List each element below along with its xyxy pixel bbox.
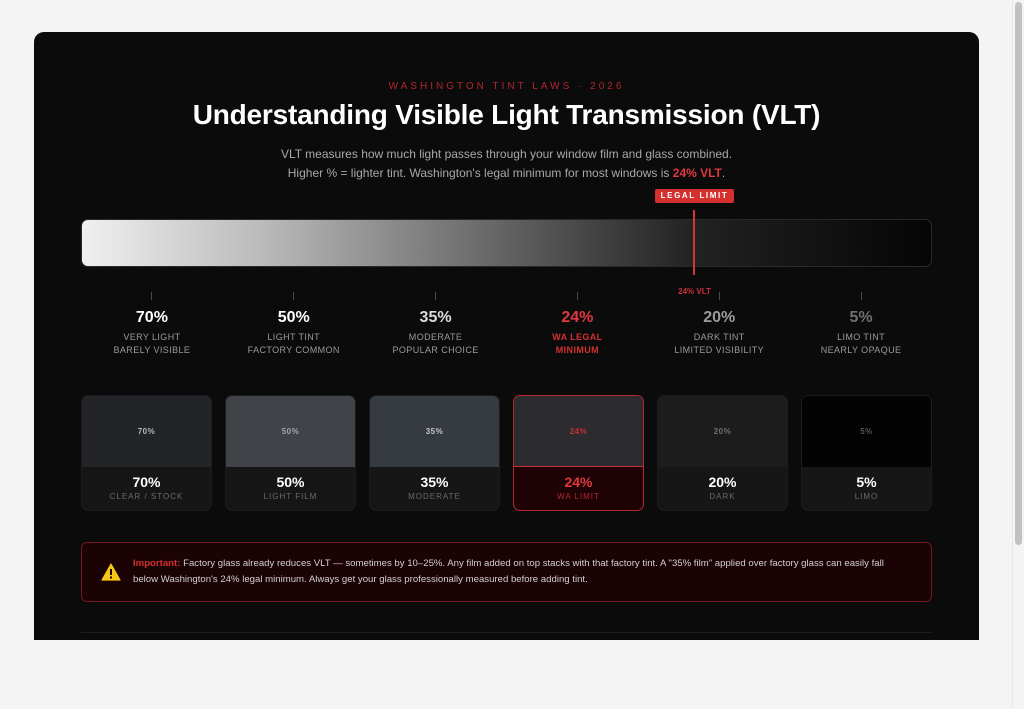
scale-percent: 70%	[135, 309, 168, 326]
card-percent: 35%	[420, 474, 449, 490]
scale-label: Moderate Popular Choice	[365, 331, 507, 357]
scale-label-line-1: Dark Tint	[693, 332, 745, 342]
scale-percent: 20%	[703, 309, 736, 326]
scale-label-line-1: Moderate	[408, 332, 463, 342]
tint-sample-cards: 70% 70% Clear / Stock 50% 50% Light Film…	[81, 395, 932, 511]
scale-label-line-2: Popular Choice	[392, 345, 479, 355]
warning-text: Important: Factory glass already reduces…	[133, 556, 901, 588]
scale-percent: 35%	[419, 309, 452, 326]
scale-label-line-2: Minimum	[555, 345, 600, 355]
legal-limit-caption: 24% VLT	[678, 287, 711, 296]
tint-card-24-wa-limit[interactable]: 24% 24% WA Limit	[513, 395, 644, 511]
scale-label-line-2: Nearly Opaque	[820, 345, 902, 355]
subtitle-line-2-end: .	[721, 166, 726, 180]
scale-label: Light Tint Factory Common	[223, 331, 365, 357]
warning-label: Important:	[133, 558, 181, 569]
vlt-gradient-bar	[81, 219, 932, 267]
card-percent: 20%	[708, 474, 737, 490]
scale-label-line-2: Limited Visibility	[674, 345, 765, 355]
scale-item-5: 5% Limo Tint Nearly Opaque	[790, 292, 932, 362]
scale-tick	[718, 292, 720, 300]
warning-body: Factory glass already reduces VLT — some…	[133, 558, 884, 585]
eyebrow-label: WASHINGTON TINT LAWS · 2026	[388, 81, 625, 92]
scale-item-50: 50% Light Tint Factory Common	[223, 292, 365, 362]
card-percent: 5%	[856, 474, 877, 490]
scale-item-24-legal: 24% WA Legal Minimum	[506, 292, 648, 362]
card-body: 50% Light Film	[226, 467, 355, 510]
card-label: Clear / Stock	[109, 492, 184, 501]
scale-tick	[576, 292, 578, 300]
scale-tick	[151, 292, 153, 300]
page-title: Understanding Visible Light Transmission…	[192, 99, 821, 130]
card-percent: 50%	[276, 474, 305, 490]
subtitle-line-1: VLT measures how much light passes throu…	[280, 147, 733, 161]
scale-item-35: 35% Moderate Popular Choice	[365, 292, 507, 362]
tint-swatch: 20%	[658, 396, 787, 467]
scale-label-line-1: Light Tint	[267, 332, 321, 342]
section-divider	[81, 632, 932, 633]
scale-percent: 24%	[561, 309, 594, 326]
tint-swatch: 5%	[802, 396, 931, 467]
scale-label-line-1: Limo Tint	[837, 332, 886, 342]
scale-label: Limo Tint Nearly Opaque	[790, 331, 932, 357]
scale-tick	[860, 292, 862, 300]
tint-card-70[interactable]: 70% 70% Clear / Stock	[81, 395, 212, 511]
subtitle: VLT measures how much light passes throu…	[34, 145, 979, 183]
scale-item-20: 20% Dark Tint Limited Visibility	[648, 292, 790, 362]
tint-card-50[interactable]: 50% 50% Light Film	[225, 395, 356, 511]
card-label: Limo	[854, 492, 879, 501]
scale-item-70: 70% Very Light Barely Visible	[81, 292, 223, 362]
tint-swatch: 70%	[82, 396, 211, 467]
scale-label: Very Light Barely Visible	[81, 331, 223, 357]
tint-card-20[interactable]: 20% 20% Dark	[657, 395, 788, 511]
page-scrollbar-thumb[interactable]	[1015, 2, 1022, 545]
tint-swatch: 24%	[514, 396, 643, 467]
tint-swatch: 35%	[370, 396, 499, 467]
card-body: 5% Limo	[802, 467, 931, 510]
scale-percent: 50%	[277, 309, 310, 326]
card-body: 35% Moderate	[370, 467, 499, 510]
subtitle-line-2: Higher % = lighter tint. Washington's le…	[34, 164, 979, 183]
scale-tick	[293, 292, 295, 300]
card-label: Light Film	[263, 492, 318, 501]
legal-limit-marker	[693, 210, 695, 275]
card-label: WA Limit	[557, 492, 600, 501]
tint-card-5[interactable]: 5% 5% Limo	[801, 395, 932, 511]
card-body: 70% Clear / Stock	[82, 467, 211, 510]
subtitle-line-2-text: Higher % = lighter tint. Washington's le…	[287, 166, 673, 180]
scale-label: WA Legal Minimum	[506, 331, 648, 357]
vlt-explainer-panel: WASHINGTON TINT LAWS · 2026 Understandin…	[34, 32, 979, 640]
card-percent: 24%	[564, 474, 593, 490]
warning-triangle-icon	[101, 563, 121, 581]
tint-card-35[interactable]: 35% 35% Moderate	[369, 395, 500, 511]
factory-glass-warning: Important: Factory glass already reduces…	[81, 542, 932, 602]
legal-limit-badge: LEGAL LIMIT	[655, 189, 734, 203]
scale-label-line-1: WA Legal	[552, 332, 603, 342]
card-label: Dark	[709, 492, 736, 501]
legal-minimum-highlight: 24% VLT	[672, 166, 722, 180]
scale-label: Dark Tint Limited Visibility	[648, 331, 790, 357]
scale-label-line-2: Factory Common	[247, 345, 340, 355]
card-label: Moderate	[408, 492, 461, 501]
vlt-scale: 70% Very Light Barely Visible 50% Light T…	[81, 292, 932, 362]
card-percent: 70%	[132, 474, 161, 490]
scale-label-line-1: Very Light	[123, 332, 181, 342]
scale-tick	[435, 292, 437, 300]
card-body: 20% Dark	[658, 467, 787, 510]
tint-swatch: 50%	[226, 396, 355, 467]
card-body: 24% WA Limit	[514, 467, 643, 510]
scale-label-line-2: Barely Visible	[113, 345, 191, 355]
scale-percent: 5%	[849, 309, 873, 326]
